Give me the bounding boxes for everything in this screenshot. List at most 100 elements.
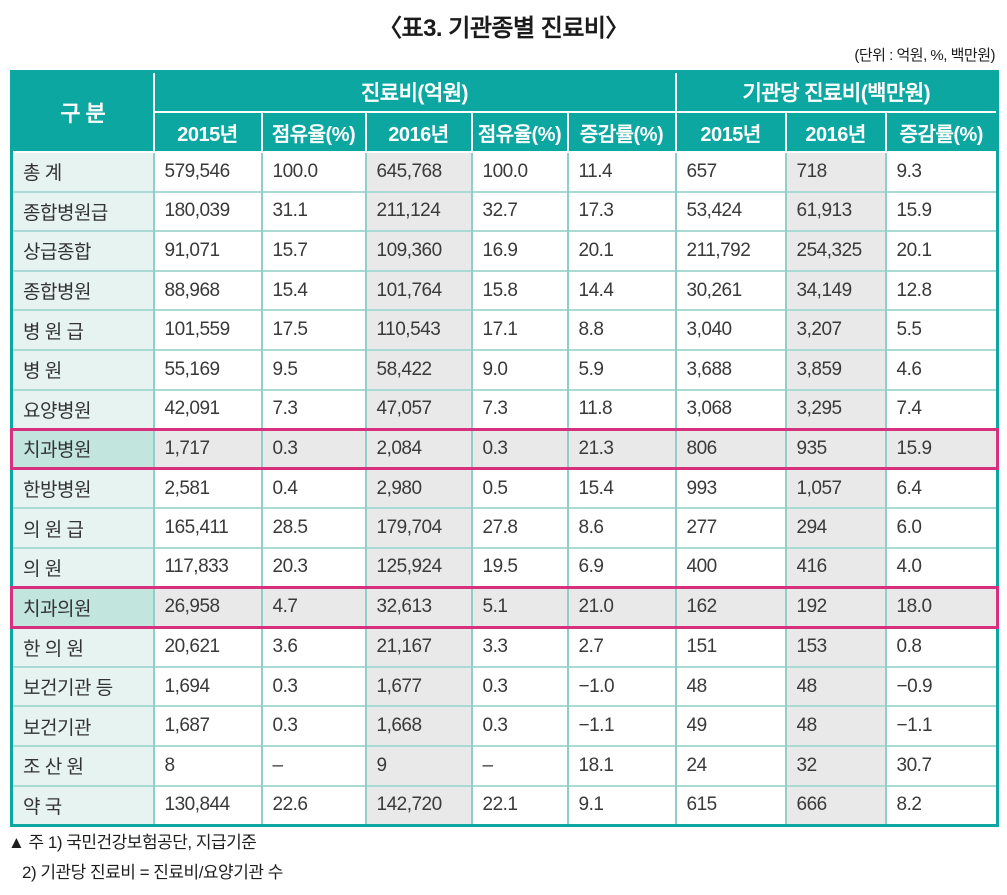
value-cell: 211,124 <box>365 190 473 232</box>
value-cell: 6.4 <box>885 467 999 509</box>
value-cell: −0.9 <box>885 665 999 707</box>
value-cell: 806 <box>675 427 787 471</box>
table-row: 종합병원급 180,039 31.1 211,124 32.7 17.3 53,424 61,… <box>11 190 999 232</box>
value-cell: 109,360 <box>365 230 473 271</box>
table-row: 병 원 55,169 9.5 58,422 9.0 5.9 3,688 3,859 4.6 <box>11 348 999 390</box>
row-label: 요양병원 <box>11 388 155 430</box>
value-cell: 31.1 <box>261 190 367 232</box>
row-label: 치과의원 <box>10 586 155 629</box>
value-cell: 32,613 <box>365 586 473 629</box>
value-cell: 21.3 <box>567 427 677 471</box>
value-cell: 0.5 <box>471 467 569 509</box>
value-cell: 20.1 <box>885 230 999 271</box>
value-cell: 15.8 <box>471 269 569 311</box>
value-cell: 42,091 <box>153 388 263 430</box>
value-cell: 645,768 <box>365 151 473 192</box>
value-cell: 22.1 <box>471 784 569 826</box>
value-cell: 165,411 <box>153 507 263 548</box>
row-label: 약 국 <box>11 784 155 826</box>
value-cell: 0.3 <box>471 705 569 746</box>
value-cell: 27.8 <box>471 507 569 548</box>
row-label: 한 의 원 <box>11 626 155 667</box>
value-cell: 17.3 <box>567 190 677 232</box>
value-cell: 615 <box>675 784 787 826</box>
table-row: 의 원 117,833 20.3 125,924 19.5 6.9 400 416 4.0 <box>11 546 999 588</box>
value-cell: 211,792 <box>675 230 787 271</box>
value-cell: 100.0 <box>471 151 569 192</box>
row-label: 치과병원 <box>10 427 155 471</box>
value-cell: 9.3 <box>885 151 999 192</box>
value-cell: 1,694 <box>153 665 263 707</box>
value-cell: 162 <box>675 586 787 629</box>
value-cell: 17.5 <box>261 309 367 350</box>
value-cell: 34,149 <box>785 269 887 311</box>
value-cell: 935 <box>785 427 887 471</box>
value-cell: 21.0 <box>567 586 677 629</box>
table-body: 총 계 579,546 100.0 645,768 100.0 11.4 657 718 9.3… <box>10 151 1000 826</box>
table-row: 보건기관 등 1,694 0.3 1,677 0.3 −1.0 48 48 −0.9 <box>11 665 999 707</box>
row-label: 한방병원 <box>11 467 155 509</box>
value-cell: 192 <box>785 586 887 629</box>
value-cell: 11.8 <box>567 388 677 430</box>
value-cell: 101,764 <box>365 269 473 311</box>
value-cell: 130,844 <box>153 784 263 826</box>
table-row: 조 산 원 8–9–18.1 24 32 30.7 <box>11 744 999 786</box>
value-cell: 16.9 <box>471 230 569 271</box>
value-cell: 9 <box>365 744 473 786</box>
footnotes: ▲ 주 1) 국민건강보험공단, 지급기준 2) 기관당 진료비 = 진료비/요… <box>8 828 283 888</box>
value-cell: 3,207 <box>785 309 887 350</box>
value-cell: 0.3 <box>261 665 367 707</box>
value-cell: 15.4 <box>261 269 367 311</box>
value-cell: 9.1 <box>567 784 677 826</box>
value-cell: 15.9 <box>885 427 1000 471</box>
value-cell: 7.4 <box>885 388 999 430</box>
value-cell: 4.7 <box>261 586 367 629</box>
table-row: 종합병원 88,968 15.4 101,764 15.8 14.4 30,261 34,14… <box>11 269 999 311</box>
value-cell: 3,040 <box>675 309 787 350</box>
page-title: 〈표3. 기관종별 진료비〉 <box>378 15 630 42</box>
value-cell: 20.1 <box>567 230 677 271</box>
value-cell: 4.6 <box>885 348 999 390</box>
value-cell: 416 <box>785 546 887 588</box>
value-cell: 24 <box>675 744 787 786</box>
value-cell: 125,924 <box>365 546 473 588</box>
sub-header-row: 2015년 점유율(%) 2016년 점유율(%) 증감률(%) 2015년 2016년 증감… <box>12 111 999 153</box>
value-cell: −1.1 <box>567 705 677 746</box>
value-cell: 1,717 <box>153 427 263 471</box>
value-cell: 53,424 <box>675 190 787 232</box>
value-cell: 0.3 <box>261 705 367 746</box>
row-label: 종합병원급 <box>11 190 155 232</box>
value-cell: 142,720 <box>365 784 473 826</box>
value-cell: 993 <box>675 467 787 509</box>
value-cell: 8.6 <box>567 507 677 548</box>
value-cell: 19.5 <box>471 546 569 588</box>
value-cell: 9.0 <box>471 348 569 390</box>
value-cell: 5.5 <box>885 309 999 350</box>
value-cell: 3,295 <box>785 388 887 430</box>
value-cell: 3,068 <box>675 388 787 430</box>
value-cell: 6.0 <box>885 507 999 548</box>
table-row: 약 국 130,844 22.6 142,720 22.1 9.1 615 666 8.2 <box>11 784 999 826</box>
value-cell: 1,668 <box>365 705 473 746</box>
value-cell: 2,084 <box>365 427 473 471</box>
value-cell: 1,687 <box>153 705 263 746</box>
value-cell: 15.7 <box>261 230 367 271</box>
row-label: 조 산 원 <box>11 744 155 786</box>
value-cell: 88,968 <box>153 269 263 311</box>
value-cell: 32.7 <box>471 190 569 232</box>
table-row: 병 원 급 101,559 17.5 110,543 17.1 8.8 3,040 3,207… <box>11 309 999 350</box>
value-cell: 47,057 <box>365 388 473 430</box>
table-row: 상급종합 91,071 15.7 109,360 16.9 20.1 211,792 254,… <box>11 230 999 271</box>
value-cell: 11.4 <box>567 151 677 192</box>
value-cell: 30.7 <box>885 744 999 786</box>
value-cell: 55,169 <box>153 348 263 390</box>
value-cell: 294 <box>785 507 887 548</box>
value-cell: 58,422 <box>365 348 473 390</box>
table-row: 한 의 원 20,621 3.6 21,167 3.3 2.7 151 153 0.8 <box>11 626 999 667</box>
value-cell: 1,057 <box>785 467 887 509</box>
value-cell: 91,071 <box>153 230 263 271</box>
value-cell: 20,621 <box>153 626 263 667</box>
value-cell: 22.6 <box>261 784 367 826</box>
value-cell: −1.1 <box>885 705 999 746</box>
value-cell: 2,581 <box>153 467 263 509</box>
